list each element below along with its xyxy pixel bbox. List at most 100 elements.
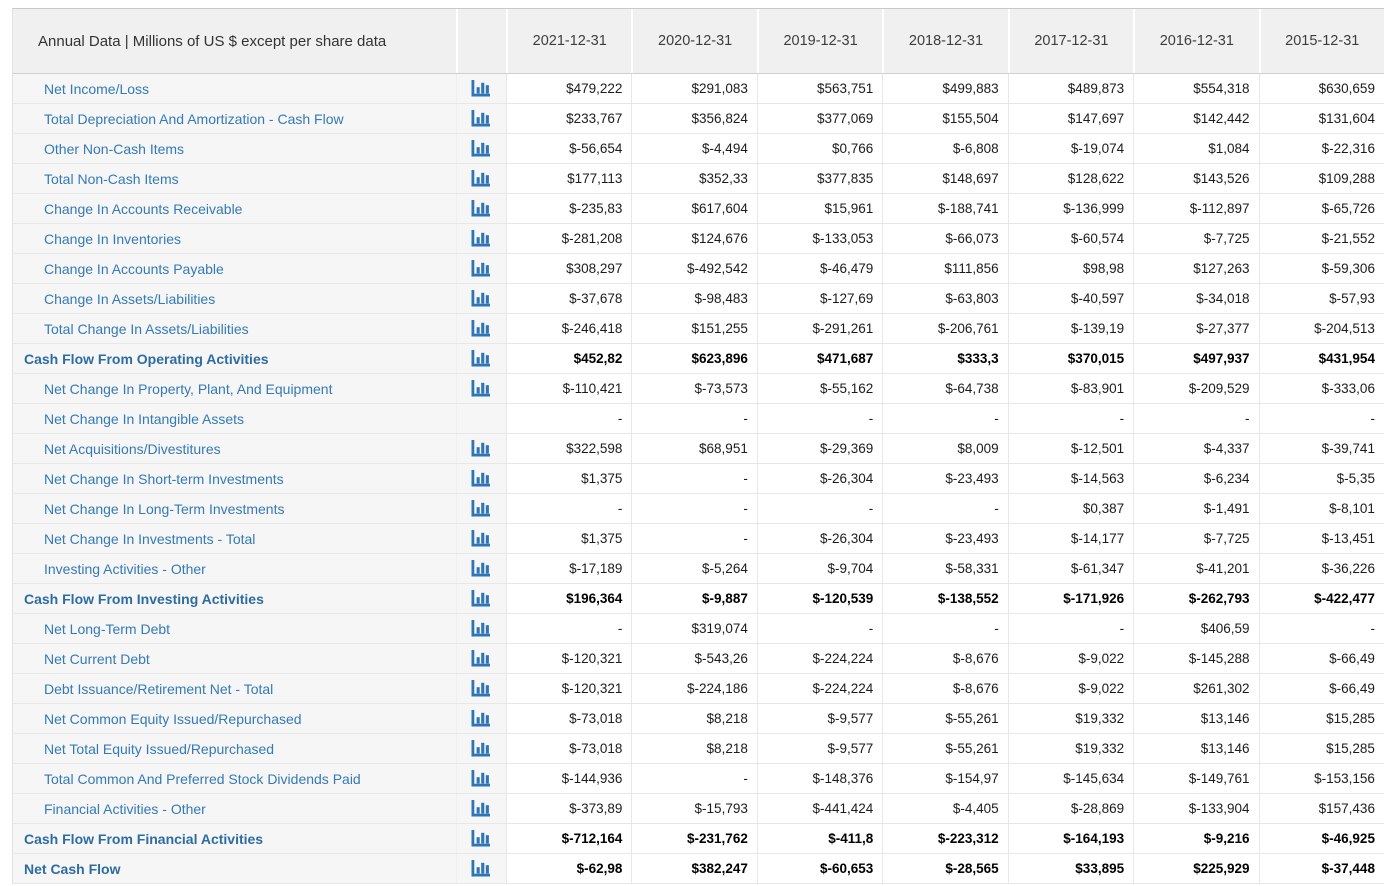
icon-cell <box>456 434 506 463</box>
value-cell: $-26,304 <box>756 464 882 493</box>
bar-chart-icon[interactable] <box>471 830 492 847</box>
value-cell: $225,929 <box>1133 854 1258 883</box>
bar-chart-icon[interactable] <box>471 680 492 697</box>
icon-cell <box>456 734 506 763</box>
bar-chart-icon[interactable] <box>471 380 492 397</box>
table-row: Total Change In Assets/Liabilities $-246,… <box>13 314 1384 344</box>
bar-chart-icon[interactable] <box>471 860 492 877</box>
value-cell: $-441,424 <box>756 794 882 823</box>
row-label-link[interactable]: Total Non-Cash Items <box>44 170 179 187</box>
row-label-cell: Net Total Equity Issued/Repurchased <box>13 734 456 763</box>
row-label-link[interactable]: Net Change In Investments - Total <box>44 530 256 547</box>
value-cell: $-422,477 <box>1258 584 1384 613</box>
icon-cell <box>456 554 506 583</box>
row-label-link[interactable]: Total Common And Preferred Stock Dividen… <box>44 770 361 787</box>
value-cell: $-246,418 <box>506 314 631 343</box>
table-row: Net Current Debt $-120,321 $-543,26 $-224,2… <box>13 644 1384 674</box>
row-label-link[interactable]: Cash Flow From Operating Activities <box>24 350 269 367</box>
value-cell: $-8,101 <box>1258 494 1384 523</box>
value-cell: $-37,678 <box>506 284 631 313</box>
bar-chart-icon[interactable] <box>471 530 492 547</box>
row-label-link[interactable]: Net Long-Term Debt <box>44 620 171 637</box>
row-label-link[interactable]: Net Change In Property, Plant, And Equip… <box>44 380 333 397</box>
bar-chart-icon[interactable] <box>471 710 492 727</box>
row-label-link[interactable]: Net Total Equity Issued/Repurchased <box>44 740 275 757</box>
value-cell: $127,263 <box>1133 254 1258 283</box>
row-label-link[interactable]: Total Depreciation And Amortization - Ca… <box>44 110 344 127</box>
table-row: Net Change In Property, Plant, And Equip… <box>13 374 1384 404</box>
value-cell: $142,442 <box>1133 104 1258 133</box>
bar-chart-icon[interactable] <box>471 470 492 487</box>
value-cell: $-145,288 <box>1133 644 1258 673</box>
row-label-link[interactable]: Change In Assets/Liabilities <box>44 290 216 307</box>
row-label-link[interactable]: Net Change In Short-term Investments <box>44 470 284 487</box>
row-label-link[interactable]: Other Non-Cash Items <box>44 140 185 157</box>
value-cell: $-61,347 <box>1007 554 1133 583</box>
bar-chart-icon[interactable] <box>471 650 492 667</box>
table-row: Net Common Equity Issued/Repurchased $-73… <box>13 704 1384 734</box>
bar-chart-icon[interactable] <box>471 440 492 457</box>
value-cell: $-14,177 <box>1007 524 1133 553</box>
icon-cell <box>456 134 506 163</box>
row-label-link[interactable]: Net Change In Intangible Assets <box>44 410 245 427</box>
row-label-link[interactable]: Net Change In Long-Term Investments <box>44 500 285 517</box>
bar-chart-icon[interactable] <box>471 350 492 367</box>
row-label-link[interactable]: Cash Flow From Investing Activities <box>24 590 264 607</box>
value-cell: $452,82 <box>506 344 631 373</box>
value-cell: $-139,19 <box>1007 314 1133 343</box>
bar-chart-icon[interactable] <box>471 740 492 757</box>
row-label-link[interactable]: Net Common Equity Issued/Repurchased <box>44 710 302 727</box>
table-body: Net Income/Loss $479,222 $291,083 $563,751 $… <box>13 74 1384 884</box>
value-cell: $13,146 <box>1133 734 1258 763</box>
row-label-link[interactable]: Investing Activities - Other <box>44 560 206 577</box>
row-label-link[interactable]: Net Income/Loss <box>44 80 150 97</box>
bar-chart-icon[interactable] <box>471 230 492 247</box>
bar-chart-icon[interactable] <box>471 260 492 277</box>
bar-chart-icon[interactable] <box>471 110 492 127</box>
bar-chart-icon[interactable] <box>471 290 492 307</box>
bar-chart-icon[interactable] <box>471 800 492 817</box>
bar-chart-icon[interactable] <box>471 170 492 187</box>
bar-chart-icon[interactable] <box>471 320 492 337</box>
row-label-link[interactable]: Change In Inventories <box>44 230 181 247</box>
value-cell: $617,604 <box>631 194 756 223</box>
value-cell: $-145,634 <box>1007 764 1133 793</box>
bar-chart-icon[interactable] <box>471 200 492 217</box>
row-label-cell: Other Non-Cash Items <box>13 134 456 163</box>
bar-chart-icon[interactable] <box>471 500 492 517</box>
bar-chart-icon[interactable] <box>471 590 492 607</box>
value-cell: $-223,312 <box>882 824 1007 853</box>
value-cell: $-8,676 <box>882 674 1007 703</box>
icon-cell <box>456 614 506 643</box>
row-label-link[interactable]: Change In Accounts Payable <box>44 260 224 277</box>
row-label-link[interactable]: Debt Issuance/Retirement Net - Total <box>44 680 274 697</box>
bar-chart-icon[interactable] <box>471 80 492 97</box>
icon-cell <box>456 314 506 343</box>
row-label-link[interactable]: Net Current Debt <box>44 650 150 667</box>
value-cell: $-373,89 <box>506 794 631 823</box>
bar-chart-icon[interactable] <box>471 560 492 577</box>
row-label-link[interactable]: Total Change In Assets/Liabilities <box>44 320 249 337</box>
value-cell: $-28,565 <box>882 854 1007 883</box>
row-label-cell: Net Change In Property, Plant, And Equip… <box>13 374 456 403</box>
table-row: Financial Activities - Other $-373,89 $-15… <box>13 794 1384 824</box>
value-cell: $356,824 <box>631 104 756 133</box>
value-cell: - <box>631 764 756 793</box>
row-label-link[interactable]: Net Acquisitions/Divestitures <box>44 440 221 457</box>
value-cell: $19,332 <box>1007 734 1133 763</box>
column-header-date: 2016-12-31 <box>1133 9 1258 73</box>
bar-chart-icon[interactable] <box>471 770 492 787</box>
bar-chart-icon[interactable] <box>471 620 492 637</box>
table-row: Change In Assets/Liabilities $-37,678 $-98… <box>13 284 1384 314</box>
bar-chart-icon[interactable] <box>471 140 492 157</box>
value-cell: $-148,376 <box>756 764 882 793</box>
row-label-link[interactable]: Net Cash Flow <box>24 860 121 877</box>
row-label-link[interactable]: Change In Accounts Receivable <box>44 200 243 217</box>
row-label-link[interactable]: Cash Flow From Financial Activities <box>24 830 264 847</box>
value-cell: - <box>882 494 1007 523</box>
value-cell: $-59,306 <box>1258 254 1384 283</box>
row-label-cell: Change In Accounts Payable <box>13 254 456 283</box>
value-cell: $377,069 <box>756 104 882 133</box>
value-cell: $13,146 <box>1133 704 1258 733</box>
row-label-link[interactable]: Financial Activities - Other <box>44 800 206 817</box>
